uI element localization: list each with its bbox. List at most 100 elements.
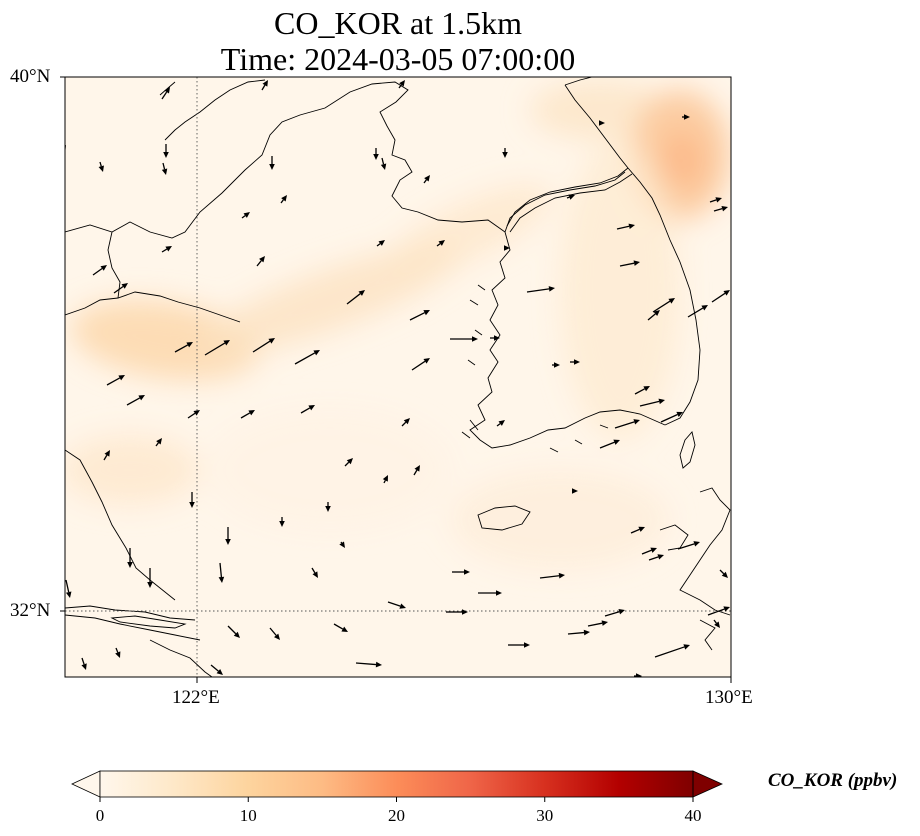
- plot-frame: [64, 76, 732, 678]
- wind-arrow: [539, 572, 565, 579]
- wind-arrow: [478, 590, 502, 596]
- yangtze-mouth-south: [65, 614, 201, 641]
- korea-north-east-2: [564, 77, 593, 86]
- wind-arrow: [450, 336, 478, 342]
- colorbar-tick-label-4: 40: [685, 806, 702, 825]
- wind-arrow: [279, 517, 285, 527]
- wind-arrow: [648, 554, 664, 561]
- wind-arrow: [65, 579, 72, 598]
- wind-arrow: [423, 175, 430, 184]
- wind-arrow: [713, 205, 728, 212]
- wind-arrow: [81, 657, 87, 670]
- shandong-north: [107, 231, 121, 299]
- wind-arrow: [496, 420, 505, 427]
- wind-arrow: [599, 120, 605, 126]
- wind-arrow: [490, 335, 500, 341]
- wind-arrow: [380, 157, 387, 170]
- wind-arrow: [376, 240, 385, 247]
- wind-arrow: [126, 395, 145, 406]
- wind-arrow: [218, 562, 225, 583]
- wind-arrow: [127, 548, 133, 568]
- wind-arrow: [339, 541, 345, 548]
- wind-arrow: [660, 411, 683, 423]
- colorbar-tick-label-2: 20: [388, 806, 405, 825]
- wind-arrow: [269, 627, 280, 640]
- wind-arrow: [325, 502, 331, 512]
- korea-islands-sw: [461, 419, 609, 453]
- wind-arrow: [413, 465, 420, 476]
- wind-arrow: [269, 156, 275, 170]
- co-concentration-field: [65, 80, 730, 570]
- wind-arrow: [401, 418, 410, 427]
- wind-arrow: [616, 223, 635, 230]
- wind-arrow: [210, 664, 223, 675]
- wind-arrow: [333, 623, 348, 632]
- wind-arrow: [103, 450, 110, 461]
- wind-arrow: [709, 197, 722, 203]
- tsushima-island: [679, 431, 696, 469]
- shandong-coast: [65, 291, 241, 323]
- gridlines: [65, 77, 731, 677]
- china-north-coast: [65, 81, 506, 239]
- wind-arrow: [398, 80, 405, 89]
- wind-arrow: [687, 305, 708, 318]
- coastlines: [65, 77, 731, 677]
- chongming-island: [110, 615, 187, 629]
- wind-arrow: [261, 80, 268, 91]
- colorbar-gradient: [100, 771, 693, 797]
- wind-arrow: [147, 568, 153, 588]
- lon-label-122: 122°E: [172, 687, 220, 708]
- wind-arrow: [682, 114, 690, 120]
- colorbar-tick-label-0: 0: [96, 806, 105, 825]
- wind-arrow: [189, 492, 195, 508]
- wind-arrow: [652, 298, 675, 313]
- china-east-coast: [65, 449, 176, 601]
- wind-arrow: [552, 362, 560, 368]
- wind-arrow: [382, 475, 388, 484]
- japan-islands-south: [699, 619, 716, 651]
- wind-arrow: [707, 606, 730, 616]
- wind-arrow: [587, 620, 608, 627]
- wind-arrow: [570, 359, 580, 365]
- map-title-line2: Time: 2024-03-05 07:00:00: [220, 41, 576, 77]
- wind-arrow: [619, 260, 640, 267]
- wind-arrow: [187, 410, 200, 419]
- kyushu-coast-2: [659, 524, 689, 551]
- korea-north-east: [564, 84, 629, 169]
- wind-arrow: [409, 310, 430, 321]
- wind-arrow: [508, 642, 530, 648]
- map-title-line1: CO_KOR at 1.5km: [274, 5, 522, 41]
- korea-east-coast: [627, 167, 701, 426]
- wind-arrow: [614, 419, 640, 429]
- wind-arrow: [161, 162, 168, 175]
- wind-arrow: [647, 310, 660, 321]
- korea-west-coast: [469, 231, 666, 449]
- wind-arrow: [641, 547, 657, 555]
- wind-arrow: [502, 148, 508, 158]
- wind-arrow: [604, 609, 625, 617]
- korea-north-border-3: [509, 173, 633, 233]
- wind-arrow: [252, 338, 275, 353]
- wind-arrow: [256, 256, 265, 267]
- wind-arrow: [344, 458, 353, 467]
- wind-arrow: [387, 601, 406, 609]
- wind-arrow: [599, 439, 620, 449]
- wind-arrow: [98, 161, 104, 172]
- wind-arrow: [654, 644, 690, 658]
- wind-arrow: [161, 246, 172, 253]
- wind-arrow: [115, 647, 121, 658]
- wind-arrow: [240, 410, 255, 419]
- wind-arrow: [639, 398, 665, 407]
- wind-arrow: [452, 569, 470, 575]
- kyushu-coast: [679, 487, 731, 616]
- wind-arrow: [634, 386, 650, 395]
- china-south-coast: [149, 639, 213, 677]
- wind-arrow: [241, 212, 250, 219]
- wind-arrow: [566, 194, 575, 200]
- wind-arrow: [204, 340, 230, 356]
- wind-arrow: [174, 342, 193, 353]
- colorbar-ticks: 0 10 20 30 40: [96, 797, 702, 825]
- wind-arrow: [677, 541, 700, 550]
